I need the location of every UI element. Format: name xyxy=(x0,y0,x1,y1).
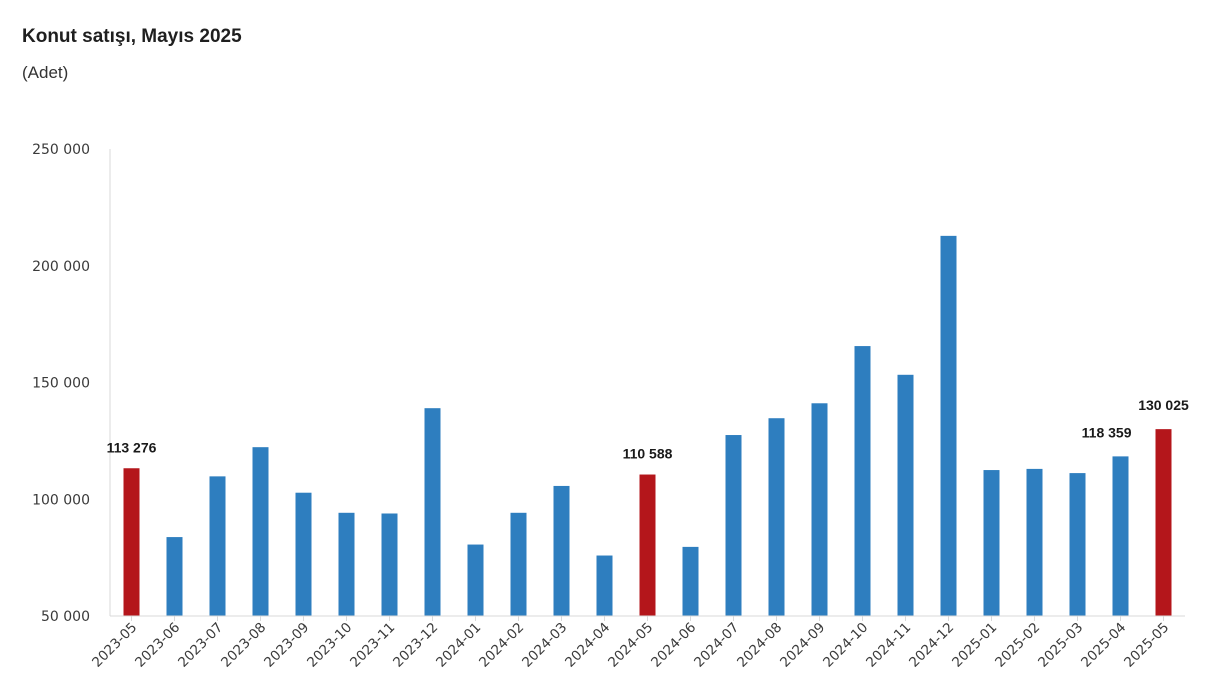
x-tick-label: 2024-07 xyxy=(691,620,742,671)
x-tick-label: 2025-02 xyxy=(992,620,1043,671)
y-tick-label: 250 000 xyxy=(32,142,90,158)
x-tick-label: 2023-08 xyxy=(218,620,269,671)
bar-2024-09 xyxy=(811,403,828,616)
y-axis: 50 000 100 000 150 000 200 000 250 000 xyxy=(32,142,111,625)
bar-2025-02 xyxy=(1026,468,1043,616)
x-tick-label: 2023-05 xyxy=(89,620,140,671)
bar-2025-04 xyxy=(1112,456,1129,616)
bar-2024-07 xyxy=(725,435,742,616)
x-tick-label: 2023-07 xyxy=(175,620,226,671)
bar-2024-11 xyxy=(897,374,914,616)
bar-2025-01 xyxy=(983,470,1000,616)
chart-title: Konut satışı, Mayıs 2025 xyxy=(22,26,242,47)
bar-2025-05 xyxy=(1155,429,1172,616)
x-tick-label: 2023-10 xyxy=(304,620,355,671)
x-axis: 2023-052023-062023-072023-082023-092023-… xyxy=(89,615,1185,671)
bar-2024-02 xyxy=(510,512,527,616)
x-tick-label: 2023-06 xyxy=(132,620,183,671)
data-label-2024-05: 110 588 xyxy=(623,446,673,462)
bar-2023-12 xyxy=(424,408,441,616)
y-tick-label: 50 000 xyxy=(41,609,90,625)
x-tick-label: 2023-11 xyxy=(347,620,398,671)
bar-2025-03 xyxy=(1069,473,1086,616)
bar-2024-06 xyxy=(682,546,699,616)
x-tick-label: 2024-01 xyxy=(433,620,484,671)
data-label-2023-05: 113 276 xyxy=(107,439,157,455)
x-tick-label: 2023-12 xyxy=(390,620,441,671)
x-tick-label: 2024-05 xyxy=(605,620,656,671)
x-tick-label: 2025-03 xyxy=(1035,620,1086,671)
bar-2024-10 xyxy=(854,346,871,616)
bar-2023-05 xyxy=(123,468,140,616)
bars xyxy=(123,235,1172,616)
bar-2023-06 xyxy=(166,537,183,616)
x-tick-label: 2024-12 xyxy=(906,620,957,671)
bar-2023-09 xyxy=(295,492,312,616)
bar-2024-12 xyxy=(940,235,957,616)
x-tick-label: 2025-05 xyxy=(1121,620,1172,671)
chart-subtitle: (Adet) xyxy=(22,63,69,82)
x-tick-label: 2025-01 xyxy=(949,620,1000,671)
x-tick-label: 2024-03 xyxy=(519,620,570,671)
x-tick-label: 2024-06 xyxy=(648,620,699,671)
bar-2024-08 xyxy=(768,418,785,616)
data-label-2025-05: 130 025 xyxy=(1138,397,1189,413)
data-label-2025-04: 118 359 xyxy=(1082,424,1132,440)
x-tick-label: 2024-11 xyxy=(863,620,914,671)
bar-2024-01 xyxy=(467,544,484,616)
bar-2023-08 xyxy=(252,447,269,616)
x-tick-label: 2024-02 xyxy=(476,620,527,671)
y-tick-label: 150 000 xyxy=(32,376,90,392)
x-tick-label: 2024-10 xyxy=(820,620,871,671)
x-tick-label: 2024-09 xyxy=(777,620,828,671)
x-tick-label: 2024-08 xyxy=(734,620,785,671)
bar-2024-05 xyxy=(639,474,656,616)
data-labels: 113 276 110 588 118 359 130 025 xyxy=(107,397,1189,461)
bar-2023-07 xyxy=(209,476,226,616)
y-tick-label: 200 000 xyxy=(32,259,90,275)
bar-2024-04 xyxy=(596,555,613,616)
bar-2023-10 xyxy=(338,512,355,616)
x-tick-label: 2023-09 xyxy=(261,620,312,671)
y-tick-label: 100 000 xyxy=(32,492,90,508)
bar-2023-11 xyxy=(381,513,398,616)
x-tick-label: 2024-04 xyxy=(562,620,613,671)
bar-2024-03 xyxy=(553,485,570,616)
x-tick-label: 2025-04 xyxy=(1078,620,1129,671)
